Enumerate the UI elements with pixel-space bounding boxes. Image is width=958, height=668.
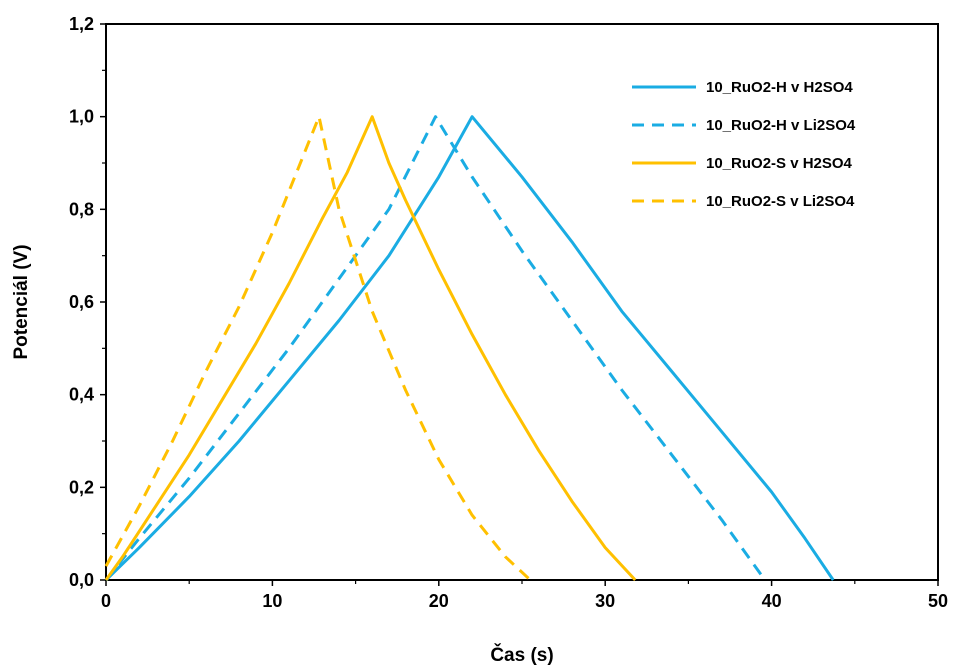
x-axis: 0 10 20 30 40 50 [101,580,948,611]
x-tick-label: 50 [928,591,948,611]
series-line-3 [104,115,637,582]
x-tick-label: 20 [429,591,449,611]
legend-label-4: 10_RuO2-S v Li2SO4 [706,193,855,210]
y-axis-title: Potenciál (V) [11,244,32,359]
series-line-1 [104,115,835,582]
y-tick-label: 0,8 [69,199,94,219]
series-line-2 [104,115,767,581]
legend: 10_RuO2-H v H2SO4 10_RuO2-H v Li2SO4 10_Ru… [632,79,856,210]
plot-area [105,23,939,581]
x-tick-label: 30 [595,591,615,611]
y-tick-label: 1,0 [69,107,94,127]
x-tick-label: 0 [101,591,111,611]
x-axis-title: Čas (s) [490,644,553,666]
legend-label-1: 10_RuO2-H v H2SO4 [706,79,853,96]
legend-label-3: 10_RuO2-S v H2SO4 [706,155,853,172]
x-tick-label: 40 [762,591,782,611]
y-tick-label: 0,2 [69,477,94,497]
legend-label-2: 10_RuO2-H v Li2SO4 [706,117,856,134]
series-group [104,115,835,582]
y-axis: 0,0 0,2 0,4 0,6 0,8 1,0 1,2 [69,14,106,590]
y-tick-label: 0,6 [69,292,94,312]
y-tick-label: 1,2 [69,14,94,34]
x-tick-label: 10 [262,591,282,611]
y-tick-label: 0,0 [69,570,94,590]
series-line-4 [104,115,532,582]
y-tick-label: 0,4 [69,385,94,405]
